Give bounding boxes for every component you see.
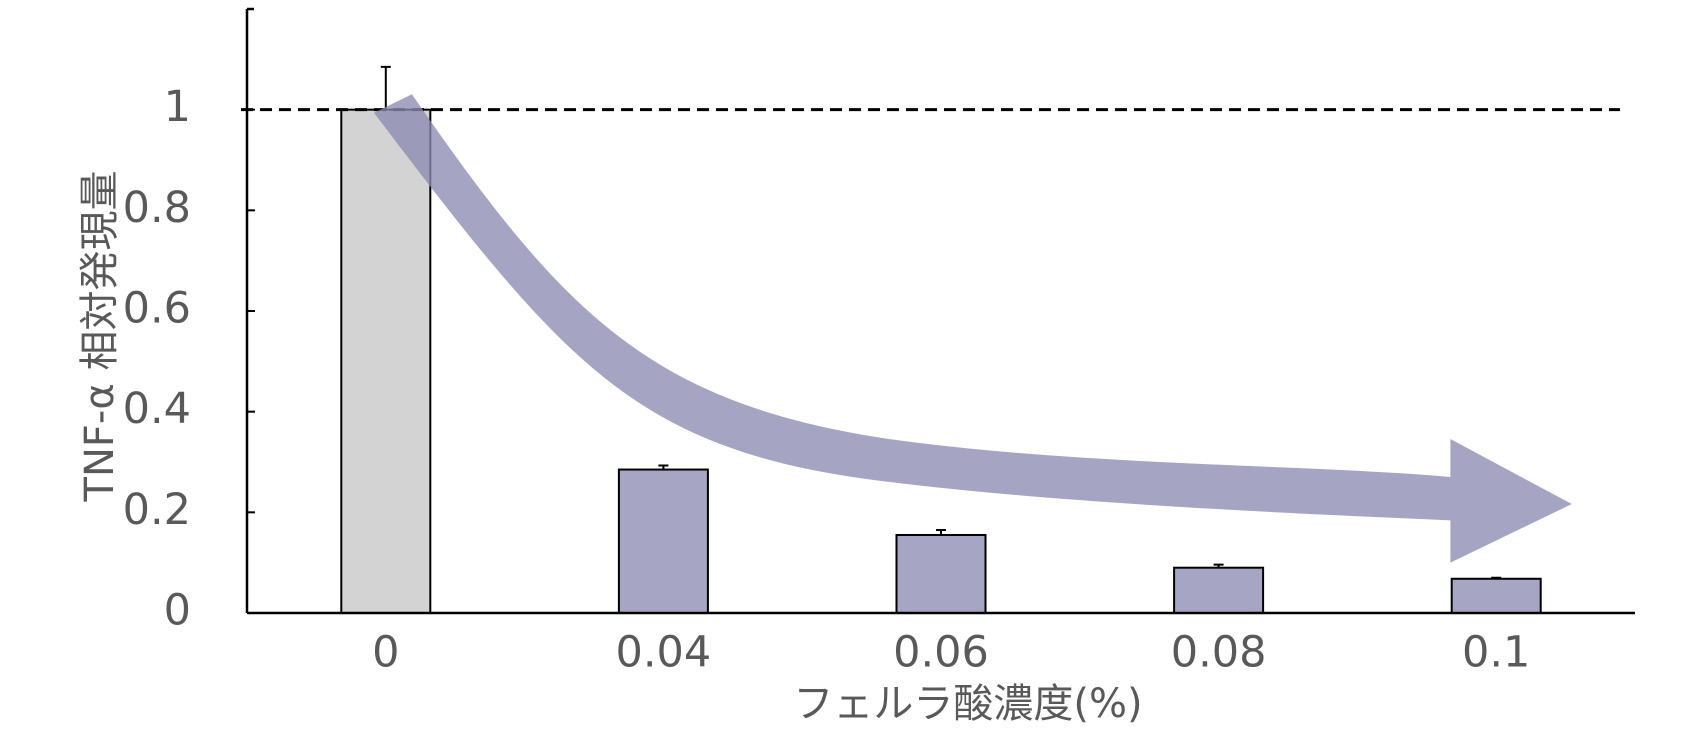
y-tick-label: 0: [164, 586, 191, 636]
bar: [1450, 577, 1542, 614]
bar: [617, 468, 709, 614]
bar: [895, 533, 987, 615]
x-tick-label: 0: [372, 628, 399, 678]
error-bar: [936, 528, 946, 535]
error-bar: [380, 65, 391, 110]
y-tick-label: 0.4: [123, 384, 191, 434]
x-axis-label: フェルラ酸濃度(%): [793, 681, 1142, 727]
trend-arrow-shape: [373, 94, 1572, 563]
y-axis-label: TNF-α 相対発現量: [77, 171, 123, 503]
x-tick-label: 0.06: [893, 628, 989, 678]
error-bar: [658, 464, 669, 470]
bar: [1173, 566, 1265, 615]
error-bar: [1213, 563, 1224, 568]
y-tick-label: 1: [164, 82, 191, 132]
x-tick-label: 0.1: [1462, 628, 1530, 678]
x-tick-label: 0.08: [1171, 628, 1267, 678]
y-tick-label: 0.2: [123, 485, 191, 535]
bar: [340, 108, 432, 615]
x-tick-label: 0.04: [616, 628, 712, 678]
error-bar: [1491, 576, 1502, 579]
y-tick-label: 0.6: [123, 284, 191, 334]
y-tick-label: 0.8: [123, 183, 191, 233]
trend-arrow: [373, 94, 1572, 563]
